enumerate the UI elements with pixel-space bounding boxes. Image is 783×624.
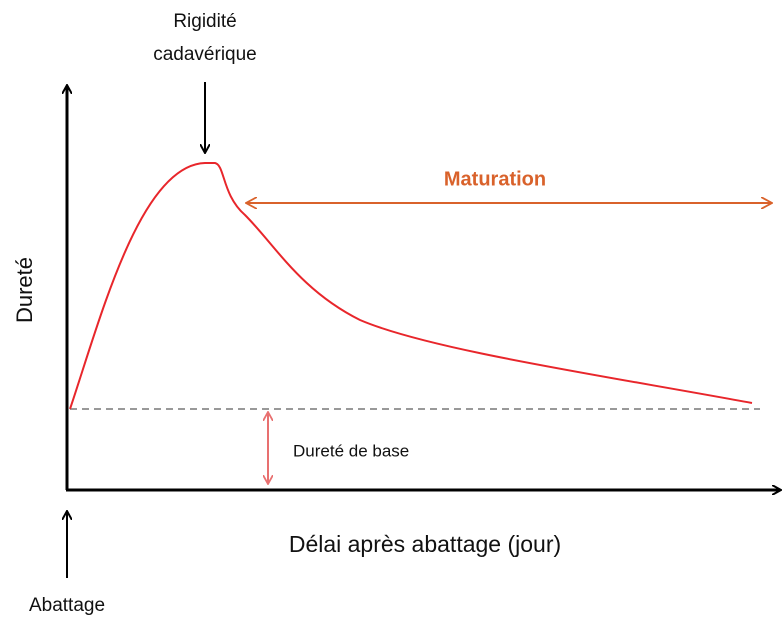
x-axis-label: Délai après abattage (jour) [289, 531, 561, 557]
peak-label: Rigidité [173, 11, 236, 32]
maturation-label: Maturation [444, 168, 546, 190]
peak-label: cadavérique [153, 44, 257, 65]
curve [69, 162, 753, 410]
baseline-label: Dureté de base [293, 441, 409, 460]
y-axis-label: Dureté [12, 257, 37, 323]
origin-label: Abattage [29, 595, 105, 616]
